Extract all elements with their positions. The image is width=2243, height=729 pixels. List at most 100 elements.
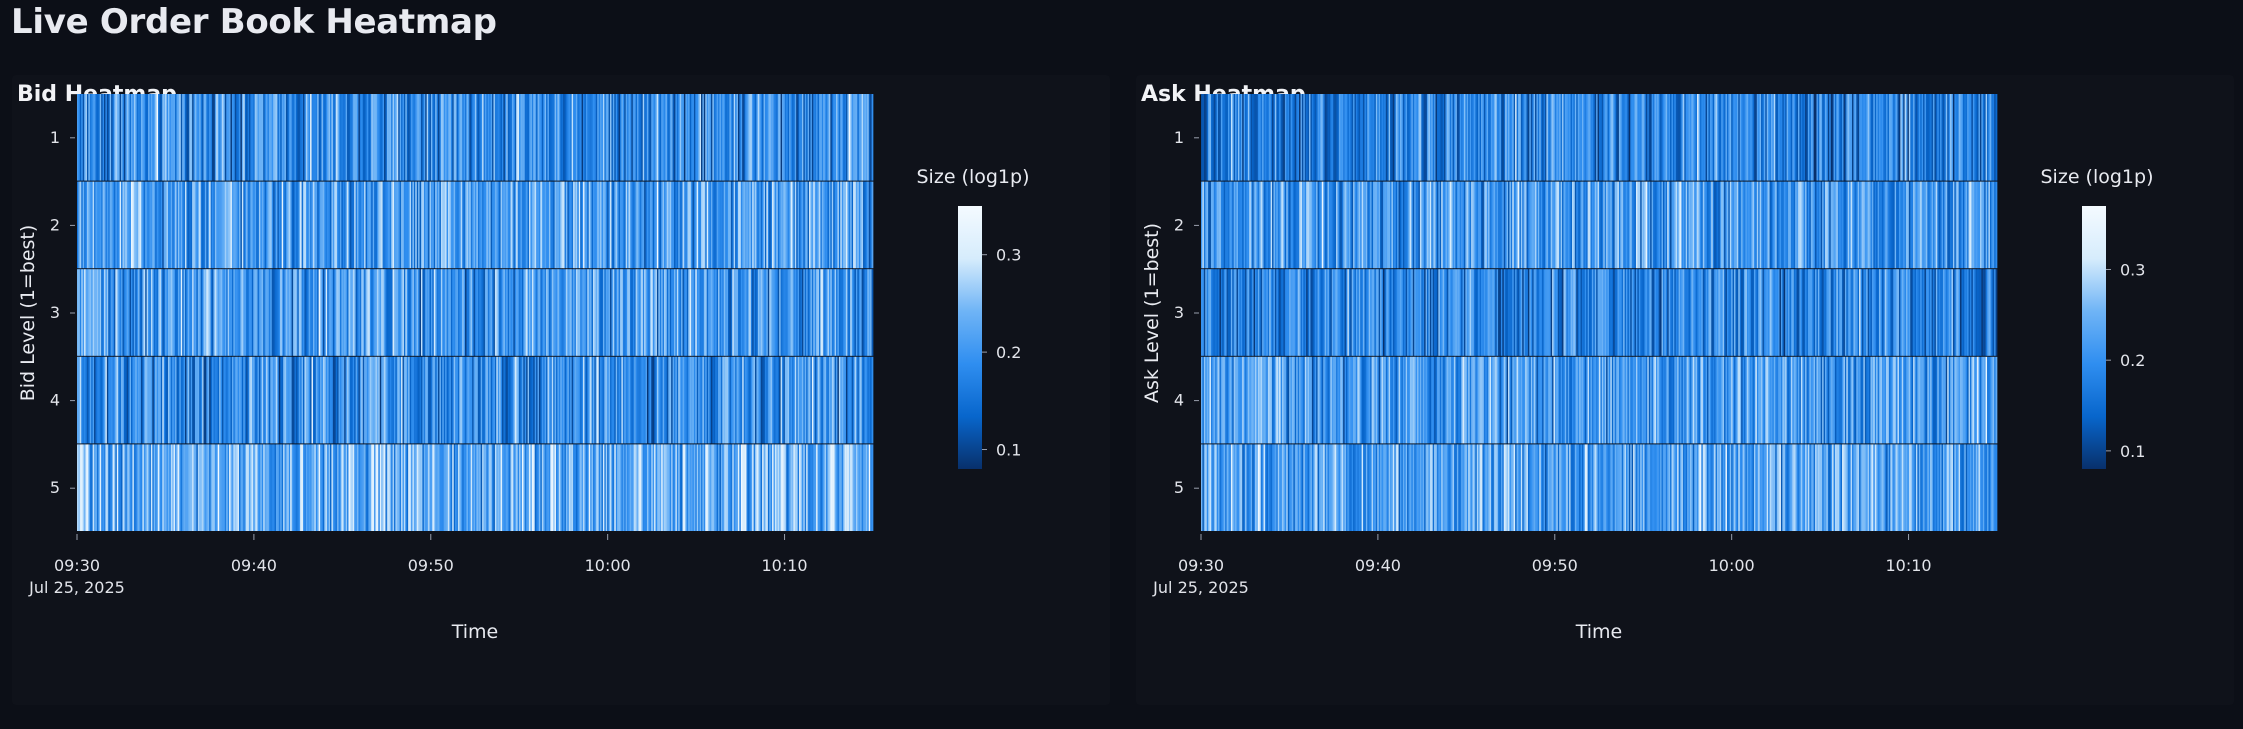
heatmap-cell [618, 356, 621, 444]
heatmap-cell [435, 94, 437, 181]
heatmap-cell [169, 94, 172, 181]
heatmap-cell [1421, 181, 1424, 269]
heatmap-cell [779, 444, 781, 531]
heatmap-cell [94, 269, 96, 356]
heatmap-cell [709, 94, 712, 181]
heatmap-cell [1907, 181, 1910, 269]
heatmap-cell [139, 181, 142, 269]
heatmap-cell [1519, 94, 1522, 181]
heatmap-cell [1463, 269, 1466, 356]
heatmap-cell [121, 94, 123, 181]
heatmap-cell [1461, 269, 1463, 356]
heatmap-cell [520, 269, 523, 356]
heatmap-cell [782, 269, 784, 356]
heatmap-cell [143, 269, 146, 356]
heatmap-cell [1752, 356, 1755, 444]
heatmap-plot-area[interactable] [1201, 94, 1998, 531]
heatmap-cell [420, 181, 423, 269]
heatmap-cell [1606, 356, 1608, 444]
heatmap-cell [1282, 356, 1284, 444]
heatmap-plot-area[interactable] [77, 94, 874, 531]
heatmap-cell [1732, 181, 1735, 269]
heatmap-cell [1995, 181, 1998, 269]
heatmap-cell [1394, 94, 1397, 181]
heatmap-cell [1941, 269, 1944, 356]
heatmap-cell [1455, 181, 1458, 269]
heatmap-cell [547, 356, 550, 444]
heatmap-cell [1972, 94, 1975, 181]
heatmap-cell [1839, 269, 1841, 356]
heatmap-cell [857, 444, 860, 531]
heatmap-cell [248, 269, 251, 356]
heatmap-cell [540, 444, 543, 531]
heatmap-cell [332, 269, 335, 356]
heatmap-cell [1259, 181, 1262, 269]
heatmap-cell [514, 444, 517, 531]
heatmap-cell [1870, 94, 1873, 181]
heatmap-cell [1711, 356, 1714, 444]
heatmap-cell [455, 94, 457, 181]
heatmap-cell [1328, 269, 1331, 356]
heatmap-cell [384, 444, 386, 531]
heatmap-cell [756, 94, 759, 181]
heatmap-cell [98, 269, 101, 356]
heatmap-cell [214, 269, 217, 356]
heatmap-cell [223, 444, 226, 531]
heatmap-cell [580, 444, 582, 531]
heatmap-cell [1674, 181, 1677, 269]
heatmap-cell [594, 269, 597, 356]
heatmap-cell [807, 269, 810, 356]
heatmap-cell [867, 181, 870, 269]
heatmap-cell [541, 269, 544, 356]
heatmap-cell [517, 94, 520, 181]
heatmap-cell [1263, 181, 1266, 269]
heatmap-cell [1866, 94, 1868, 181]
heatmap-cell [290, 181, 292, 269]
heatmap-cell [1212, 356, 1215, 444]
heatmap-cell [210, 181, 213, 269]
heatmap-cell [111, 444, 113, 531]
heatmap-cell [1414, 356, 1416, 444]
heatmap-cell [270, 269, 273, 356]
heatmap-cell [264, 94, 267, 181]
heatmap-cell [1914, 94, 1917, 181]
heatmap-cell [810, 269, 813, 356]
heatmap-cell [1714, 356, 1716, 444]
heatmap-cell [389, 181, 392, 269]
heatmap-cell [483, 269, 486, 356]
heatmap-cell [420, 356, 423, 444]
heatmap-cell [1807, 94, 1810, 181]
heatmap-cell [564, 356, 567, 444]
heatmap-cell [1613, 356, 1615, 444]
heatmap-cell [1269, 269, 1271, 356]
heatmap-cell [1806, 181, 1809, 269]
heatmap-cell [865, 356, 868, 444]
heatmap-cell [1817, 356, 1820, 444]
heatmap-cell [1762, 94, 1765, 181]
heatmap-cell [1471, 94, 1473, 181]
heatmap-cell [529, 181, 531, 269]
heatmap-cell [814, 94, 817, 181]
heatmap-cell [339, 94, 342, 181]
heatmap-cell [217, 356, 220, 444]
heatmap-cell [733, 181, 736, 269]
heatmap-cell [1854, 356, 1857, 444]
heatmap-cell [122, 444, 125, 531]
heatmap-cell [1442, 181, 1445, 269]
heatmap-cell [1766, 181, 1769, 269]
heatmap-cell [1230, 356, 1233, 444]
heatmap-cell [364, 94, 366, 181]
heatmap-cell [223, 269, 226, 356]
heatmap-cell [304, 181, 307, 269]
heatmap-cell [372, 269, 375, 356]
heatmap-cell [520, 444, 523, 531]
heatmap-cell [676, 444, 679, 531]
heatmap-cell [1544, 269, 1547, 356]
heatmap-cell [597, 94, 600, 181]
heatmap-cell [809, 181, 811, 269]
heatmap-cell [187, 444, 190, 531]
heatmap-cell [598, 94, 601, 181]
heatmap-cell [463, 269, 466, 356]
